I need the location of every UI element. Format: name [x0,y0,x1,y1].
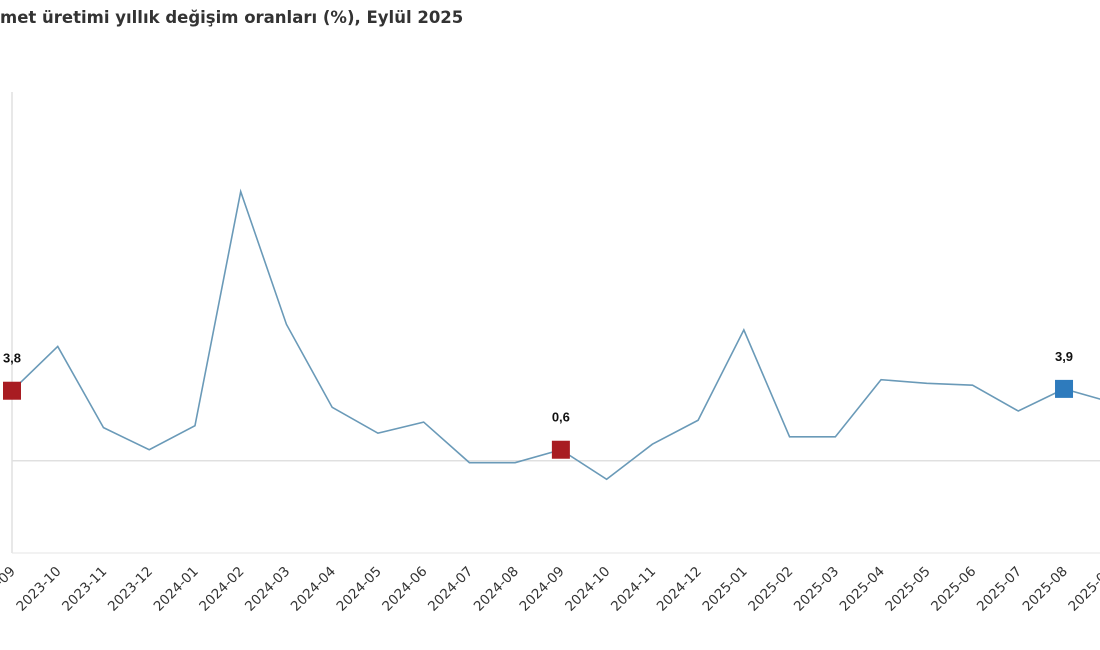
x-tick-label: 2024-03 [242,564,293,615]
x-tick-label: 2025-04 [837,564,888,615]
x-tick-label: 2025-07 [974,564,1025,615]
data-label: 3,9 [1055,349,1073,364]
x-tick-label: 2025-05 [882,564,933,615]
x-tick-label: 2024-06 [379,564,430,615]
point-marker [1055,379,1074,398]
x-tick-label: 2024-12 [654,564,705,615]
point-marker [3,381,21,400]
x-tick-label: 2024-01 [151,564,202,615]
x-tick-label: 2023-10 [13,564,64,615]
x-tick-label: 2024-10 [562,564,613,615]
x-tick-label: 2025-09 [1065,564,1100,615]
point-marker [551,440,570,459]
x-tick-label: 2024-04 [288,564,339,615]
x-tick-label: 2024-07 [425,564,476,615]
x-tick-label: 2023-11 [59,564,110,615]
x-tick-label: 2024-05 [334,564,385,615]
x-tick-label: 2025-02 [745,564,796,615]
x-tick-label: 2024-02 [196,564,247,615]
series-line [11,188,1100,481]
x-tick-label: 2025-03 [791,564,842,615]
chart-title: met üretimi yıllık değişim oranları (%),… [0,8,464,27]
x-tick-label: 2024-11 [608,564,659,615]
x-tick-label: 2025-01 [699,564,750,615]
x-tick-label: 2024-08 [471,564,522,615]
data-label: 3,8 [3,351,21,366]
x-tick-label: 2023-12 [105,564,156,615]
x-tick-label: 2024-09 [517,564,568,615]
x-tick-label: 2025-08 [1020,564,1071,615]
data-label: 0,6 [552,410,570,425]
x-tick-label: 2025-06 [928,564,979,615]
